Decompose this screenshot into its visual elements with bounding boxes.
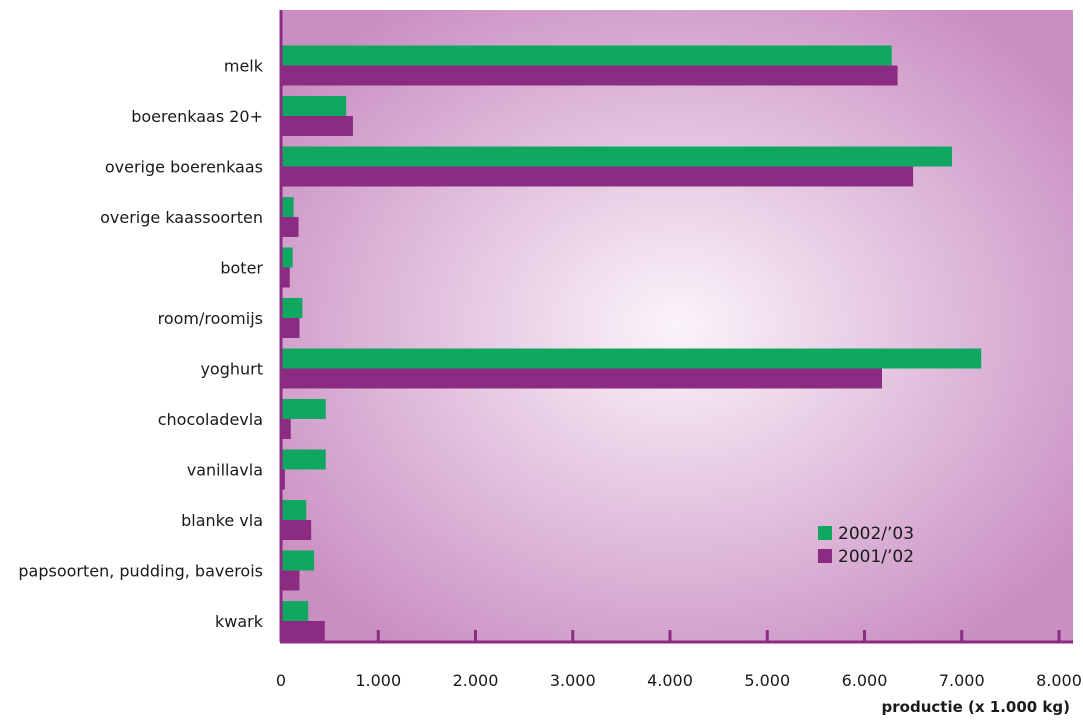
bar bbox=[281, 298, 303, 318]
x-tick-label: 1.000 bbox=[355, 671, 401, 690]
category-label: boter bbox=[220, 259, 263, 278]
bar bbox=[281, 449, 326, 470]
category-label: boerenkaas 20+ bbox=[131, 107, 263, 126]
legend-swatch bbox=[818, 526, 832, 540]
bar bbox=[281, 469, 285, 490]
category-label: overige boerenkaas bbox=[105, 158, 263, 177]
category-label: kwark bbox=[215, 612, 264, 631]
bar bbox=[281, 116, 353, 136]
legend-swatch bbox=[818, 549, 832, 563]
x-tick-label: 4.000 bbox=[647, 671, 693, 690]
category-label: blanke vla bbox=[181, 511, 263, 530]
bar bbox=[281, 550, 315, 571]
bar bbox=[281, 45, 892, 66]
plot-background bbox=[281, 10, 1073, 642]
bar bbox=[281, 419, 291, 439]
bar bbox=[281, 368, 883, 389]
category-label: yoghurt bbox=[200, 360, 263, 379]
bar bbox=[281, 197, 294, 217]
bar bbox=[281, 570, 300, 591]
x-tick-label: 6.000 bbox=[842, 671, 888, 690]
bar bbox=[281, 267, 290, 288]
legend-label: 2002/’03 bbox=[838, 524, 914, 544]
x-tick-label: 7.000 bbox=[939, 671, 985, 690]
category-label: vanillavla bbox=[187, 461, 263, 480]
bar bbox=[281, 348, 982, 369]
category-label: melk bbox=[224, 57, 264, 76]
x-ticks: 0 1.000 2.000 3.000 4.000 5.000 6.000 7.000 8.00… bbox=[276, 630, 1082, 690]
category-label: room/roomijs bbox=[158, 309, 263, 328]
legend-label: 2001/’02 bbox=[838, 547, 914, 567]
category-label: chocoladevla bbox=[158, 410, 263, 429]
bar bbox=[281, 318, 300, 338]
category-labels: melk boerenkaas 20+ overige boerenkaas over… bbox=[18, 57, 263, 632]
bar bbox=[281, 217, 299, 237]
axes bbox=[279, 10, 1073, 644]
category-label: overige kaassoorten bbox=[100, 208, 263, 227]
bar bbox=[281, 247, 293, 268]
bar bbox=[281, 601, 309, 621]
x-tick-label: 0 bbox=[276, 671, 286, 690]
bar bbox=[281, 146, 953, 167]
x-tick-label: 3.000 bbox=[550, 671, 596, 690]
bar bbox=[281, 500, 307, 520]
bar bbox=[281, 96, 347, 116]
x-tick-label: 8.000 bbox=[1036, 671, 1082, 690]
x-tick-label: 5.000 bbox=[744, 671, 790, 690]
category-label: papsoorten, pudding, baverois bbox=[18, 562, 263, 581]
bar bbox=[281, 65, 898, 86]
bar bbox=[281, 166, 914, 187]
bars-group bbox=[281, 45, 982, 641]
x-tick-label: 2.000 bbox=[453, 671, 499, 690]
bar bbox=[281, 520, 312, 540]
bar bbox=[281, 621, 325, 641]
x-axis-title: productie (x 1.000 kg) bbox=[882, 698, 1070, 716]
bar bbox=[281, 399, 326, 419]
legend: 2002/’03 2001/’02 bbox=[818, 524, 914, 567]
